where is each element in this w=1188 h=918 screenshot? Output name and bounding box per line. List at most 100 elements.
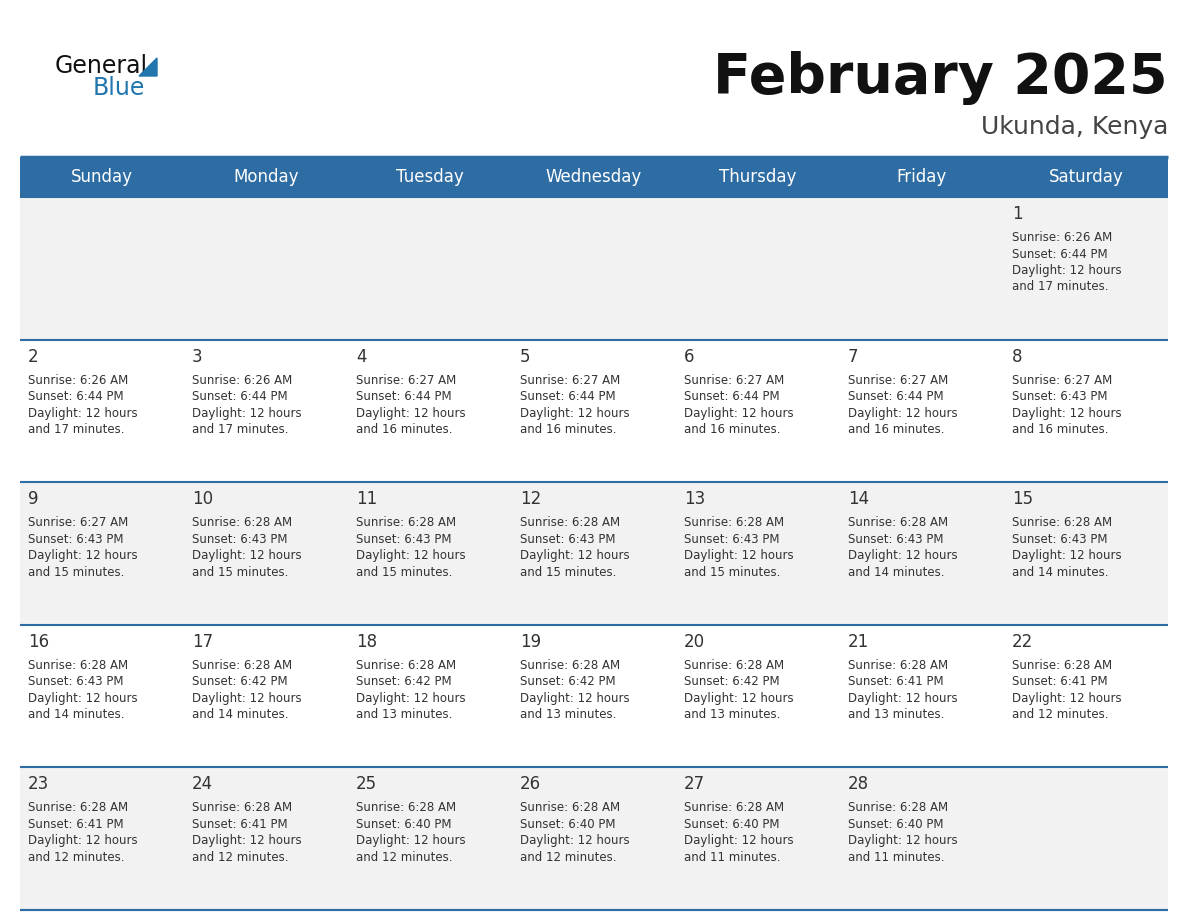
Text: Tuesday: Tuesday	[396, 168, 463, 186]
Text: and 14 minutes.: and 14 minutes.	[192, 709, 289, 722]
Text: and 15 minutes.: and 15 minutes.	[684, 565, 781, 578]
Bar	[20, 482, 1168, 625]
Text: Sunrise: 6:28 AM: Sunrise: 6:28 AM	[520, 659, 620, 672]
Text: and 16 minutes.: and 16 minutes.	[848, 423, 944, 436]
Text: Daylight: 12 hours: Daylight: 12 hours	[1012, 692, 1121, 705]
Text: Sunrise: 6:28 AM: Sunrise: 6:28 AM	[848, 516, 948, 529]
Text: Sunset: 6:42 PM: Sunset: 6:42 PM	[356, 676, 451, 688]
Text: Sunset: 6:43 PM: Sunset: 6:43 PM	[29, 532, 124, 545]
Text: Sunday: Sunday	[71, 168, 133, 186]
Bar	[20, 625, 1168, 767]
Text: and 16 minutes.: and 16 minutes.	[1012, 423, 1108, 436]
Text: and 17 minutes.: and 17 minutes.	[192, 423, 289, 436]
Text: 14: 14	[848, 490, 870, 509]
Text: Sunset: 6:43 PM: Sunset: 6:43 PM	[520, 532, 615, 545]
Text: 28: 28	[848, 776, 870, 793]
Text: Sunset: 6:43 PM: Sunset: 6:43 PM	[192, 532, 287, 545]
Text: Sunrise: 6:27 AM: Sunrise: 6:27 AM	[848, 374, 948, 386]
Text: Sunset: 6:40 PM: Sunset: 6:40 PM	[520, 818, 615, 831]
Text: 9: 9	[29, 490, 38, 509]
Text: Daylight: 12 hours: Daylight: 12 hours	[520, 834, 630, 847]
Text: Sunset: 6:44 PM: Sunset: 6:44 PM	[29, 390, 124, 403]
Text: Sunrise: 6:28 AM: Sunrise: 6:28 AM	[684, 801, 784, 814]
Text: Daylight: 12 hours: Daylight: 12 hours	[356, 549, 466, 562]
Text: Sunset: 6:40 PM: Sunset: 6:40 PM	[848, 818, 943, 831]
Text: Daylight: 12 hours: Daylight: 12 hours	[848, 834, 958, 847]
Text: Daylight: 12 hours: Daylight: 12 hours	[29, 549, 138, 562]
Text: Sunset: 6:43 PM: Sunset: 6:43 PM	[1012, 390, 1107, 403]
Text: and 15 minutes.: and 15 minutes.	[520, 565, 617, 578]
Text: 25: 25	[356, 776, 377, 793]
Text: Daylight: 12 hours: Daylight: 12 hours	[1012, 264, 1121, 277]
Text: and 15 minutes.: and 15 minutes.	[192, 565, 289, 578]
Text: Daylight: 12 hours: Daylight: 12 hours	[192, 407, 302, 420]
Text: and 12 minutes.: and 12 minutes.	[192, 851, 289, 864]
Text: Sunset: 6:42 PM: Sunset: 6:42 PM	[192, 676, 287, 688]
Text: Sunrise: 6:28 AM: Sunrise: 6:28 AM	[1012, 516, 1112, 529]
Text: Sunset: 6:41 PM: Sunset: 6:41 PM	[29, 818, 124, 831]
Text: Daylight: 12 hours: Daylight: 12 hours	[356, 834, 466, 847]
Text: Daylight: 12 hours: Daylight: 12 hours	[192, 834, 302, 847]
Polygon shape	[139, 58, 157, 76]
Text: 16: 16	[29, 633, 49, 651]
Text: Sunrise: 6:28 AM: Sunrise: 6:28 AM	[684, 659, 784, 672]
Text: Monday: Monday	[233, 168, 298, 186]
Text: 13: 13	[684, 490, 706, 509]
Bar	[20, 340, 1168, 482]
Text: Saturday: Saturday	[1049, 168, 1124, 186]
Bar	[20, 197, 1168, 340]
Text: and 13 minutes.: and 13 minutes.	[356, 709, 453, 722]
Text: 17: 17	[192, 633, 213, 651]
Text: and 12 minutes.: and 12 minutes.	[1012, 709, 1108, 722]
Text: Daylight: 12 hours: Daylight: 12 hours	[520, 407, 630, 420]
Text: and 16 minutes.: and 16 minutes.	[520, 423, 617, 436]
Text: Sunset: 6:44 PM: Sunset: 6:44 PM	[356, 390, 451, 403]
Text: Sunrise: 6:26 AM: Sunrise: 6:26 AM	[29, 374, 128, 386]
Text: Daylight: 12 hours: Daylight: 12 hours	[684, 692, 794, 705]
Text: Sunset: 6:43 PM: Sunset: 6:43 PM	[684, 532, 779, 545]
Text: 15: 15	[1012, 490, 1034, 509]
Text: Sunrise: 6:26 AM: Sunrise: 6:26 AM	[1012, 231, 1112, 244]
Text: 21: 21	[848, 633, 870, 651]
Text: Sunrise: 6:28 AM: Sunrise: 6:28 AM	[29, 801, 128, 814]
Text: Sunset: 6:41 PM: Sunset: 6:41 PM	[1012, 676, 1107, 688]
Text: Sunrise: 6:28 AM: Sunrise: 6:28 AM	[356, 659, 456, 672]
Text: and 17 minutes.: and 17 minutes.	[29, 423, 125, 436]
Text: Sunrise: 6:28 AM: Sunrise: 6:28 AM	[848, 659, 948, 672]
Text: Sunset: 6:41 PM: Sunset: 6:41 PM	[848, 676, 943, 688]
Text: Sunset: 6:44 PM: Sunset: 6:44 PM	[520, 390, 615, 403]
Text: Sunrise: 6:28 AM: Sunrise: 6:28 AM	[848, 801, 948, 814]
Text: and 15 minutes.: and 15 minutes.	[29, 565, 125, 578]
Text: 27: 27	[684, 776, 706, 793]
Text: Sunrise: 6:28 AM: Sunrise: 6:28 AM	[684, 516, 784, 529]
Text: and 13 minutes.: and 13 minutes.	[520, 709, 617, 722]
Text: Sunset: 6:43 PM: Sunset: 6:43 PM	[356, 532, 451, 545]
Text: Daylight: 12 hours: Daylight: 12 hours	[29, 692, 138, 705]
Text: General: General	[55, 54, 148, 78]
Text: and 12 minutes.: and 12 minutes.	[520, 851, 617, 864]
Text: 12: 12	[520, 490, 542, 509]
Text: 8: 8	[1012, 348, 1023, 365]
Text: Sunrise: 6:27 AM: Sunrise: 6:27 AM	[520, 374, 620, 386]
Text: and 11 minutes.: and 11 minutes.	[848, 851, 944, 864]
Text: Wednesday: Wednesday	[545, 168, 643, 186]
Text: 20: 20	[684, 633, 706, 651]
Text: 18: 18	[356, 633, 377, 651]
Text: and 15 minutes.: and 15 minutes.	[356, 565, 453, 578]
Text: Sunrise: 6:28 AM: Sunrise: 6:28 AM	[192, 516, 292, 529]
Text: Sunset: 6:40 PM: Sunset: 6:40 PM	[356, 818, 451, 831]
Text: and 14 minutes.: and 14 minutes.	[848, 565, 944, 578]
Text: and 16 minutes.: and 16 minutes.	[356, 423, 453, 436]
Text: Sunrise: 6:28 AM: Sunrise: 6:28 AM	[29, 659, 128, 672]
Text: and 12 minutes.: and 12 minutes.	[356, 851, 453, 864]
Text: Daylight: 12 hours: Daylight: 12 hours	[29, 407, 138, 420]
Text: Sunrise: 6:28 AM: Sunrise: 6:28 AM	[1012, 659, 1112, 672]
Text: Sunset: 6:42 PM: Sunset: 6:42 PM	[520, 676, 615, 688]
Text: Sunset: 6:42 PM: Sunset: 6:42 PM	[684, 676, 779, 688]
Text: 11: 11	[356, 490, 378, 509]
Text: 7: 7	[848, 348, 859, 365]
Text: Daylight: 12 hours: Daylight: 12 hours	[848, 549, 958, 562]
Text: 10: 10	[192, 490, 213, 509]
Text: 1: 1	[1012, 205, 1023, 223]
Text: and 13 minutes.: and 13 minutes.	[684, 709, 781, 722]
